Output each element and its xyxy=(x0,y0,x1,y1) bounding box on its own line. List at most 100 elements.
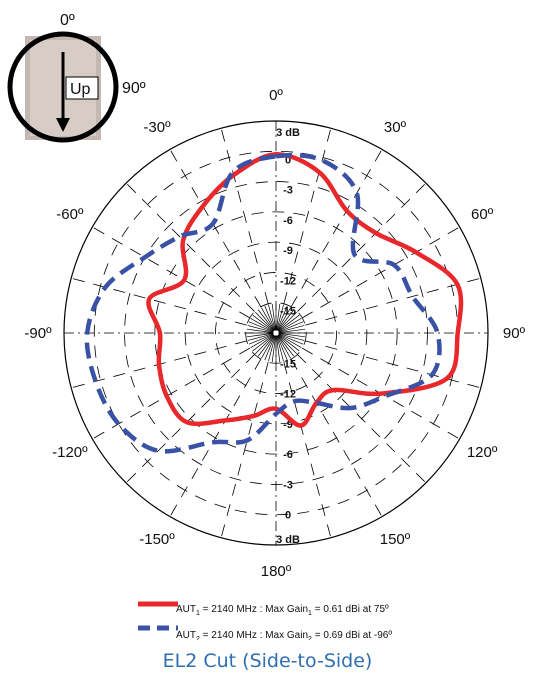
center-burst-line xyxy=(252,334,274,352)
legend: AUT1 = 2140 MHz : Max Gain1 = 0.61 dBi a… xyxy=(138,601,392,640)
db-tick-label-bottom: 0 xyxy=(285,510,291,522)
center-burst-line xyxy=(261,307,275,331)
grid-spoke xyxy=(125,182,255,312)
db-tick-label-bottom: -15 xyxy=(280,358,296,370)
angle-tick-label: 150º xyxy=(380,531,411,548)
center-burst-line xyxy=(278,334,300,352)
center-burst-line xyxy=(277,335,295,357)
center-burst-line xyxy=(255,312,275,332)
center-burst-line xyxy=(276,335,284,362)
center-burst-line xyxy=(278,333,305,341)
grid-spoke xyxy=(305,277,481,326)
center-burst-line xyxy=(278,314,300,332)
center-burst-line xyxy=(278,328,306,333)
grid-spoke xyxy=(125,354,255,484)
center-burst-line xyxy=(278,333,306,338)
legend-label-aut1: AUT1 = 2140 MHz : Max Gain1 = 0.61 dBi a… xyxy=(176,604,389,617)
grid-spoke xyxy=(283,128,332,304)
center-burst-line xyxy=(278,325,305,333)
center-burst-line xyxy=(250,334,274,348)
db-tick-label-top: -3 xyxy=(283,185,293,197)
center-burst-line xyxy=(268,335,276,362)
db-tick-label-bottom: -3 xyxy=(283,479,293,491)
db-tick-label-top: -9 xyxy=(283,245,293,257)
legend-label-aut2: AUT2 = 2140 MHz : Max Gain2 = 0.69 dBi a… xyxy=(176,630,392,640)
radial-db-labels: 3 dB 3 dB 0 0 -3 -3 -6 -6 -9 -9 -12 -12 -15 -15 xyxy=(276,127,300,546)
center-burst-line xyxy=(277,309,295,331)
grid-spoke xyxy=(220,128,269,304)
grid-ring xyxy=(215,272,337,394)
grid-spoke xyxy=(71,277,247,326)
center-burst-line xyxy=(248,333,274,345)
center-burst-line xyxy=(276,304,284,331)
angle-tick-label: -60º xyxy=(56,206,84,223)
angle-tick-label: -150º xyxy=(139,531,175,548)
center-burst-line xyxy=(278,321,304,333)
center-burst-line xyxy=(255,334,275,354)
series-aut1-line xyxy=(146,152,464,428)
grid-spoke xyxy=(297,182,427,312)
center-burst-line xyxy=(268,304,276,331)
chart-caption: EL2 Cut (Side-to-Side) xyxy=(162,650,373,672)
center-burst-line xyxy=(278,333,304,345)
grid-spoke xyxy=(92,226,250,319)
series-aut2-line xyxy=(84,152,442,454)
center-burst-line xyxy=(276,335,288,361)
center-burst-line xyxy=(271,335,276,363)
angle-tick-label: 60º xyxy=(471,206,494,223)
center-burst-line xyxy=(277,334,297,354)
center-burst-line xyxy=(257,335,275,357)
phone-up-label: Up xyxy=(70,81,91,98)
center-burst-line xyxy=(250,318,274,332)
grid-spoke xyxy=(302,226,460,319)
center-burst-line xyxy=(247,325,274,333)
phone-right-label: 90º xyxy=(122,80,146,97)
center-burst-line xyxy=(271,303,276,331)
center-burst-line xyxy=(246,333,274,338)
grid-spoke xyxy=(220,362,269,538)
db-tick-label-top: -12 xyxy=(280,275,296,287)
db-tick-label-top: 3 dB xyxy=(276,127,300,139)
grid-spoke xyxy=(283,362,332,538)
angle-tick-label: 90º xyxy=(503,325,526,342)
phone-circle xyxy=(7,31,119,143)
db-tick-label-top: -15 xyxy=(280,306,296,318)
grid-spoke xyxy=(169,149,262,307)
center-burst-line xyxy=(248,321,274,333)
angle-tick-label: -30º xyxy=(143,119,171,136)
angle-tick-label: 120º xyxy=(467,444,498,461)
center-burst-line xyxy=(252,314,274,332)
phone-orientation-indicator: Up 0º 90º xyxy=(7,12,146,143)
polar-grid xyxy=(63,120,489,546)
angle-tick-label: 180º xyxy=(261,563,292,580)
db-tick-label-bottom: -6 xyxy=(283,449,293,461)
center-burst-line xyxy=(278,334,302,348)
db-tick-label-bottom: -9 xyxy=(283,419,293,431)
center-burst-line xyxy=(278,318,302,332)
grid-ring xyxy=(154,211,398,455)
grid-spoke xyxy=(290,359,383,517)
center-burst-line xyxy=(276,303,281,331)
center-burst-line xyxy=(246,328,274,333)
polar-chart: 0º30º60º90º120º150º180º-150º-120º-90º-60… xyxy=(7,12,526,640)
angle-tick-label: -90º xyxy=(24,325,52,342)
center-burst-line xyxy=(277,335,291,359)
center-burst-line xyxy=(261,335,275,359)
db-tick-label-top: -6 xyxy=(283,215,293,227)
db-tick-label-bottom: 3 dB xyxy=(276,534,300,546)
center-burst-line xyxy=(264,335,276,361)
angle-labels: 0º30º60º90º120º150º180º-150º-120º-90º-60… xyxy=(24,87,525,580)
center-burst-line xyxy=(276,305,288,331)
center-burst-line xyxy=(264,305,276,331)
angle-tick-label: 30º xyxy=(384,119,407,136)
up-label-box xyxy=(65,76,99,100)
grid-spoke xyxy=(305,340,481,389)
grid-spoke xyxy=(297,354,427,484)
center-burst-line xyxy=(257,309,275,331)
phone-top-label: 0º xyxy=(60,12,75,29)
center-burst-line xyxy=(277,312,297,332)
angle-tick-label: -120º xyxy=(52,444,88,461)
grid-spoke xyxy=(92,347,250,440)
angle-tick-label: 0º xyxy=(269,87,283,104)
center-burst-line xyxy=(277,307,291,331)
